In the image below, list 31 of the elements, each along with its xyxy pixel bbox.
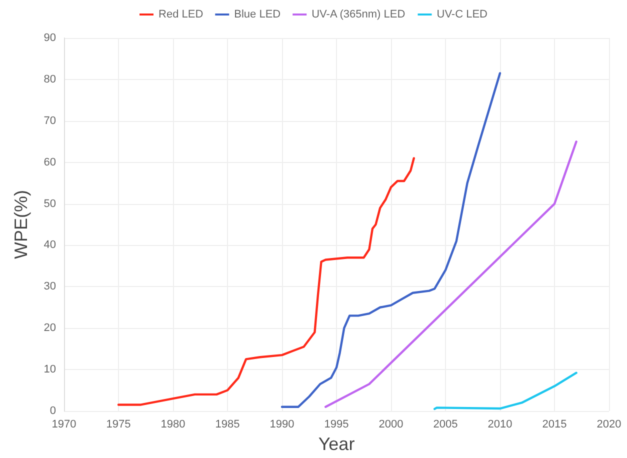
legend-label: UV-C LED (436, 8, 488, 20)
x-tick-label: 1990 (270, 418, 294, 430)
y-tick-label: 60 (44, 156, 56, 168)
y-tick-label: 50 (44, 198, 56, 210)
line-series (434, 372, 578, 410)
x-tick-label: 1980 (160, 418, 186, 430)
line-series (280, 72, 502, 408)
y-tick-label: 40 (44, 239, 56, 252)
x-tick-label: 1995 (324, 418, 349, 430)
y-tick-label: 0 (50, 405, 56, 417)
line-series (117, 157, 415, 406)
legend-label: Red LED (158, 8, 204, 20)
y-tick-label: 70 (44, 114, 56, 127)
y-tick-label: 80 (44, 73, 56, 86)
y-axis-title: WPE(%) (11, 190, 31, 259)
y-tick-label: 90 (44, 32, 56, 44)
line-series (324, 140, 578, 408)
legend-label: UV-A (365nm) LED (312, 8, 406, 20)
y-tick-label: 20 (44, 322, 56, 334)
x-tick-label: 2005 (433, 418, 458, 430)
x-axis-title: Year (318, 434, 355, 454)
x-tick-label: 2020 (596, 418, 622, 430)
x-tick-label: 1985 (215, 418, 240, 430)
x-tick-label: 2010 (488, 418, 512, 430)
y-tick-label: 30 (44, 280, 56, 293)
x-tick-label: 2000 (378, 418, 404, 430)
legend-label: Blue LED (234, 8, 281, 20)
x-tick-label: 2015 (542, 418, 567, 430)
y-tick-label: 10 (44, 364, 56, 376)
x-tick-label: 1970 (52, 418, 76, 430)
x-tick-label: 1975 (106, 418, 131, 430)
